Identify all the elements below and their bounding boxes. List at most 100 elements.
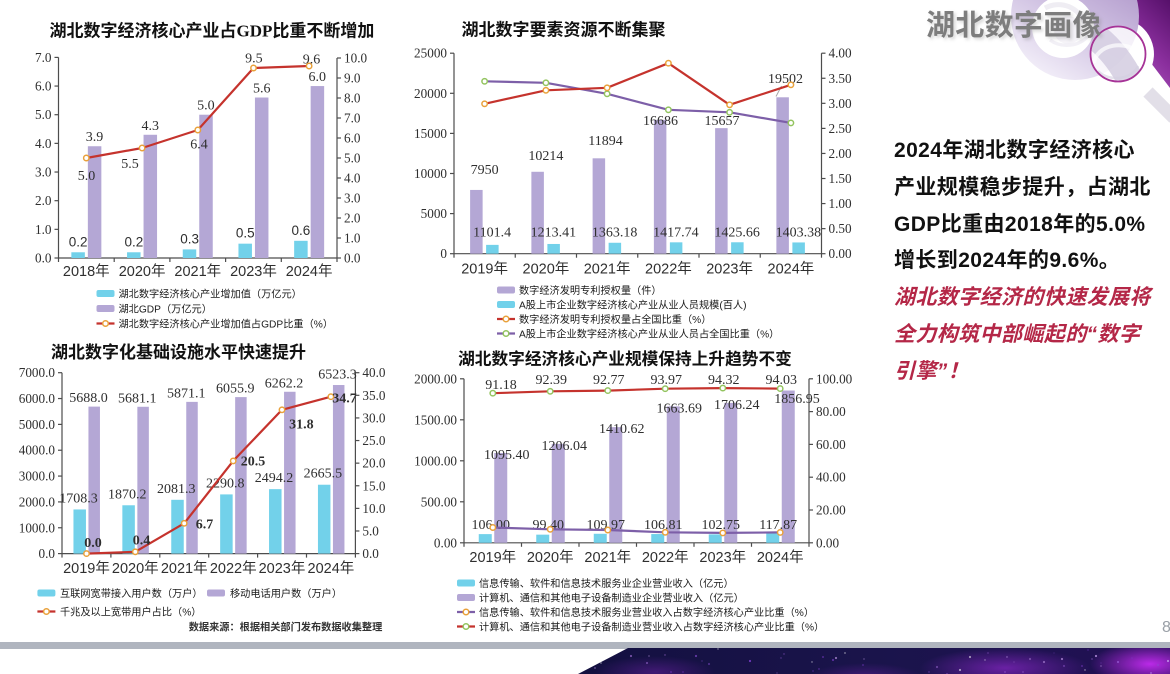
svg-text:湖北数字要素资源不断集聚: 湖北数字要素资源不断集聚 [462, 20, 666, 40]
svg-text:10.0: 10.0 [344, 51, 367, 66]
svg-text:0.4: 0.4 [133, 534, 151, 549]
svg-text:92.77: 92.77 [593, 373, 625, 388]
svg-text:2494.2: 2494.2 [255, 471, 294, 486]
svg-text:2000.0: 2000.0 [19, 494, 56, 509]
svg-text:1.50: 1.50 [829, 171, 852, 186]
svg-text:9.0: 9.0 [344, 71, 361, 86]
svg-text:93.97: 93.97 [650, 373, 682, 388]
svg-text:91.18: 91.18 [485, 378, 517, 393]
svg-text:1410.62: 1410.62 [599, 422, 645, 437]
svg-text:3.9: 3.9 [86, 130, 104, 145]
svg-text:1.0: 1.0 [35, 222, 52, 237]
svg-text:7.0: 7.0 [35, 50, 52, 65]
svg-text:1706.24: 1706.24 [714, 398, 760, 413]
svg-text:0: 0 [440, 246, 447, 261]
svg-text:30.0: 30.0 [362, 410, 385, 425]
svg-text:60.00: 60.00 [816, 437, 846, 452]
svg-text:2.00: 2.00 [829, 146, 852, 161]
svg-text:2024年: 2024年 [757, 549, 804, 566]
svg-text:5.0: 5.0 [197, 99, 215, 114]
svg-text:1500.00: 1500.00 [414, 412, 457, 427]
svg-text:2.50: 2.50 [829, 121, 852, 136]
svg-text:2024年: 2024年 [286, 263, 333, 280]
svg-text:2021年: 2021年 [584, 549, 631, 566]
svg-text:6.0: 6.0 [309, 70, 327, 85]
svg-text:2021年: 2021年 [174, 263, 221, 280]
svg-text:1403.38: 1403.38 [776, 226, 822, 241]
svg-text:1363.18: 1363.18 [592, 226, 638, 241]
svg-text:0.00: 0.00 [829, 246, 852, 261]
svg-text:2.0: 2.0 [35, 193, 52, 208]
svg-text:19502: 19502 [768, 72, 803, 87]
svg-text:20000: 20000 [414, 86, 447, 101]
svg-text:1206.04: 1206.04 [541, 439, 587, 454]
svg-text:25.0: 25.0 [362, 433, 385, 448]
svg-text:0.5: 0.5 [236, 226, 255, 241]
svg-text:计算机、通信和其他电子设备制造业企业营业收入（亿元）: 计算机、通信和其他电子设备制造业企业营业收入（亿元） [479, 592, 744, 605]
svg-text:20.00: 20.00 [816, 503, 846, 518]
svg-text:数据来源：根据相关部门发布数据收集整理: 数据来源：根据相关部门发布数据收集整理 [189, 621, 383, 634]
svg-text:0.0: 0.0 [39, 546, 56, 561]
svg-text:2022年: 2022年 [645, 261, 692, 278]
svg-text:31.8: 31.8 [289, 418, 314, 433]
svg-text:2020年: 2020年 [523, 261, 570, 278]
svg-text:5.0: 5.0 [344, 151, 361, 166]
svg-text:3.00: 3.00 [829, 96, 852, 111]
svg-text:0.00: 0.00 [434, 535, 457, 550]
svg-text:2290.8: 2290.8 [206, 476, 245, 491]
svg-text:5688.0: 5688.0 [69, 391, 108, 406]
svg-text:7000.0: 7000.0 [19, 365, 56, 380]
svg-text:5.0: 5.0 [78, 169, 96, 184]
svg-text:信息传输、软件和信息技术服务业营业收入占数字经济核心产业比重: 信息传输、软件和信息技术服务业营业收入占数字经济核心产业比重（%） [479, 606, 814, 619]
svg-text:2020年: 2020年 [527, 549, 574, 566]
svg-text:1.00: 1.00 [829, 196, 852, 211]
svg-text:10000: 10000 [414, 166, 447, 181]
svg-text:35.0: 35.0 [362, 388, 385, 403]
svg-text:3.50: 3.50 [829, 71, 852, 86]
svg-text:3000.0: 3000.0 [19, 469, 56, 484]
svg-text:4.0: 4.0 [35, 136, 52, 151]
svg-text:2023年: 2023年 [699, 549, 746, 566]
svg-text:1000.00: 1000.00 [414, 453, 457, 468]
svg-text:2019年: 2019年 [461, 261, 508, 278]
svg-text:6262.2: 6262.2 [265, 376, 304, 391]
svg-text:80.00: 80.00 [816, 404, 846, 419]
svg-text:信息传输、软件和信息技术服务业企业营业收入（亿元）: 信息传输、软件和信息技术服务业企业营业收入（亿元） [479, 577, 734, 590]
svg-text:34.7: 34.7 [332, 392, 357, 407]
svg-text:湖北数字经济核心产业规模保持上升趋势不变: 湖北数字经济核心产业规模保持上升趋势不变 [458, 349, 792, 369]
svg-text:互联网宽带接入用户数（万户）: 互联网宽带接入用户数（万户） [60, 587, 203, 600]
svg-text:94.32: 94.32 [708, 373, 740, 388]
svg-text:6.4: 6.4 [190, 138, 208, 153]
svg-text:2081.3: 2081.3 [157, 482, 196, 497]
svg-text:2024年: 2024年 [768, 261, 815, 278]
svg-text:2000.00: 2000.00 [414, 371, 457, 386]
svg-text:A股上市企业数字经济核心产业从业人员规模(百人): A股上市企业数字经济核心产业从业人员规模(百人) [519, 299, 747, 312]
svg-text:117.87: 117.87 [759, 518, 797, 533]
svg-text:0.0: 0.0 [344, 251, 361, 266]
svg-text:1856.95: 1856.95 [774, 392, 820, 407]
svg-text:25000: 25000 [414, 46, 447, 61]
svg-text:1101.4: 1101.4 [473, 226, 511, 241]
svg-text:2022年: 2022年 [210, 560, 257, 577]
svg-text:2021年: 2021年 [161, 560, 208, 577]
svg-text:湖北数字经济核心产业占GDP比重不断增加: 湖北数字经济核心产业占GDP比重不断增加 [50, 21, 375, 41]
svg-text:6.0: 6.0 [35, 79, 52, 94]
svg-text:5000: 5000 [421, 206, 448, 221]
svg-text:2021年: 2021年 [584, 261, 631, 278]
svg-text:106.81: 106.81 [644, 518, 683, 533]
svg-text:计算机、通信和其他电子设备制造业营业收入占数字经济核心产业比: 计算机、通信和其他电子设备制造业营业收入占数字经济核心产业比重（%） [479, 621, 824, 634]
svg-text:5000.0: 5000.0 [19, 417, 56, 432]
svg-text:3.0: 3.0 [35, 165, 52, 180]
svg-text:0.50: 0.50 [829, 221, 852, 236]
svg-text:94.03: 94.03 [765, 373, 797, 388]
svg-text:15.0: 15.0 [362, 478, 385, 493]
svg-text:2023年: 2023年 [706, 261, 753, 278]
svg-text:1095.40: 1095.40 [484, 448, 530, 463]
svg-text:1213.41: 1213.41 [531, 226, 577, 241]
svg-text:5.0: 5.0 [362, 524, 379, 539]
svg-text:5.5: 5.5 [121, 157, 139, 172]
svg-text:40.00: 40.00 [816, 470, 846, 485]
svg-text:2023年: 2023年 [230, 263, 277, 280]
svg-text:5.6: 5.6 [253, 82, 271, 97]
svg-text:20.5: 20.5 [241, 455, 266, 470]
